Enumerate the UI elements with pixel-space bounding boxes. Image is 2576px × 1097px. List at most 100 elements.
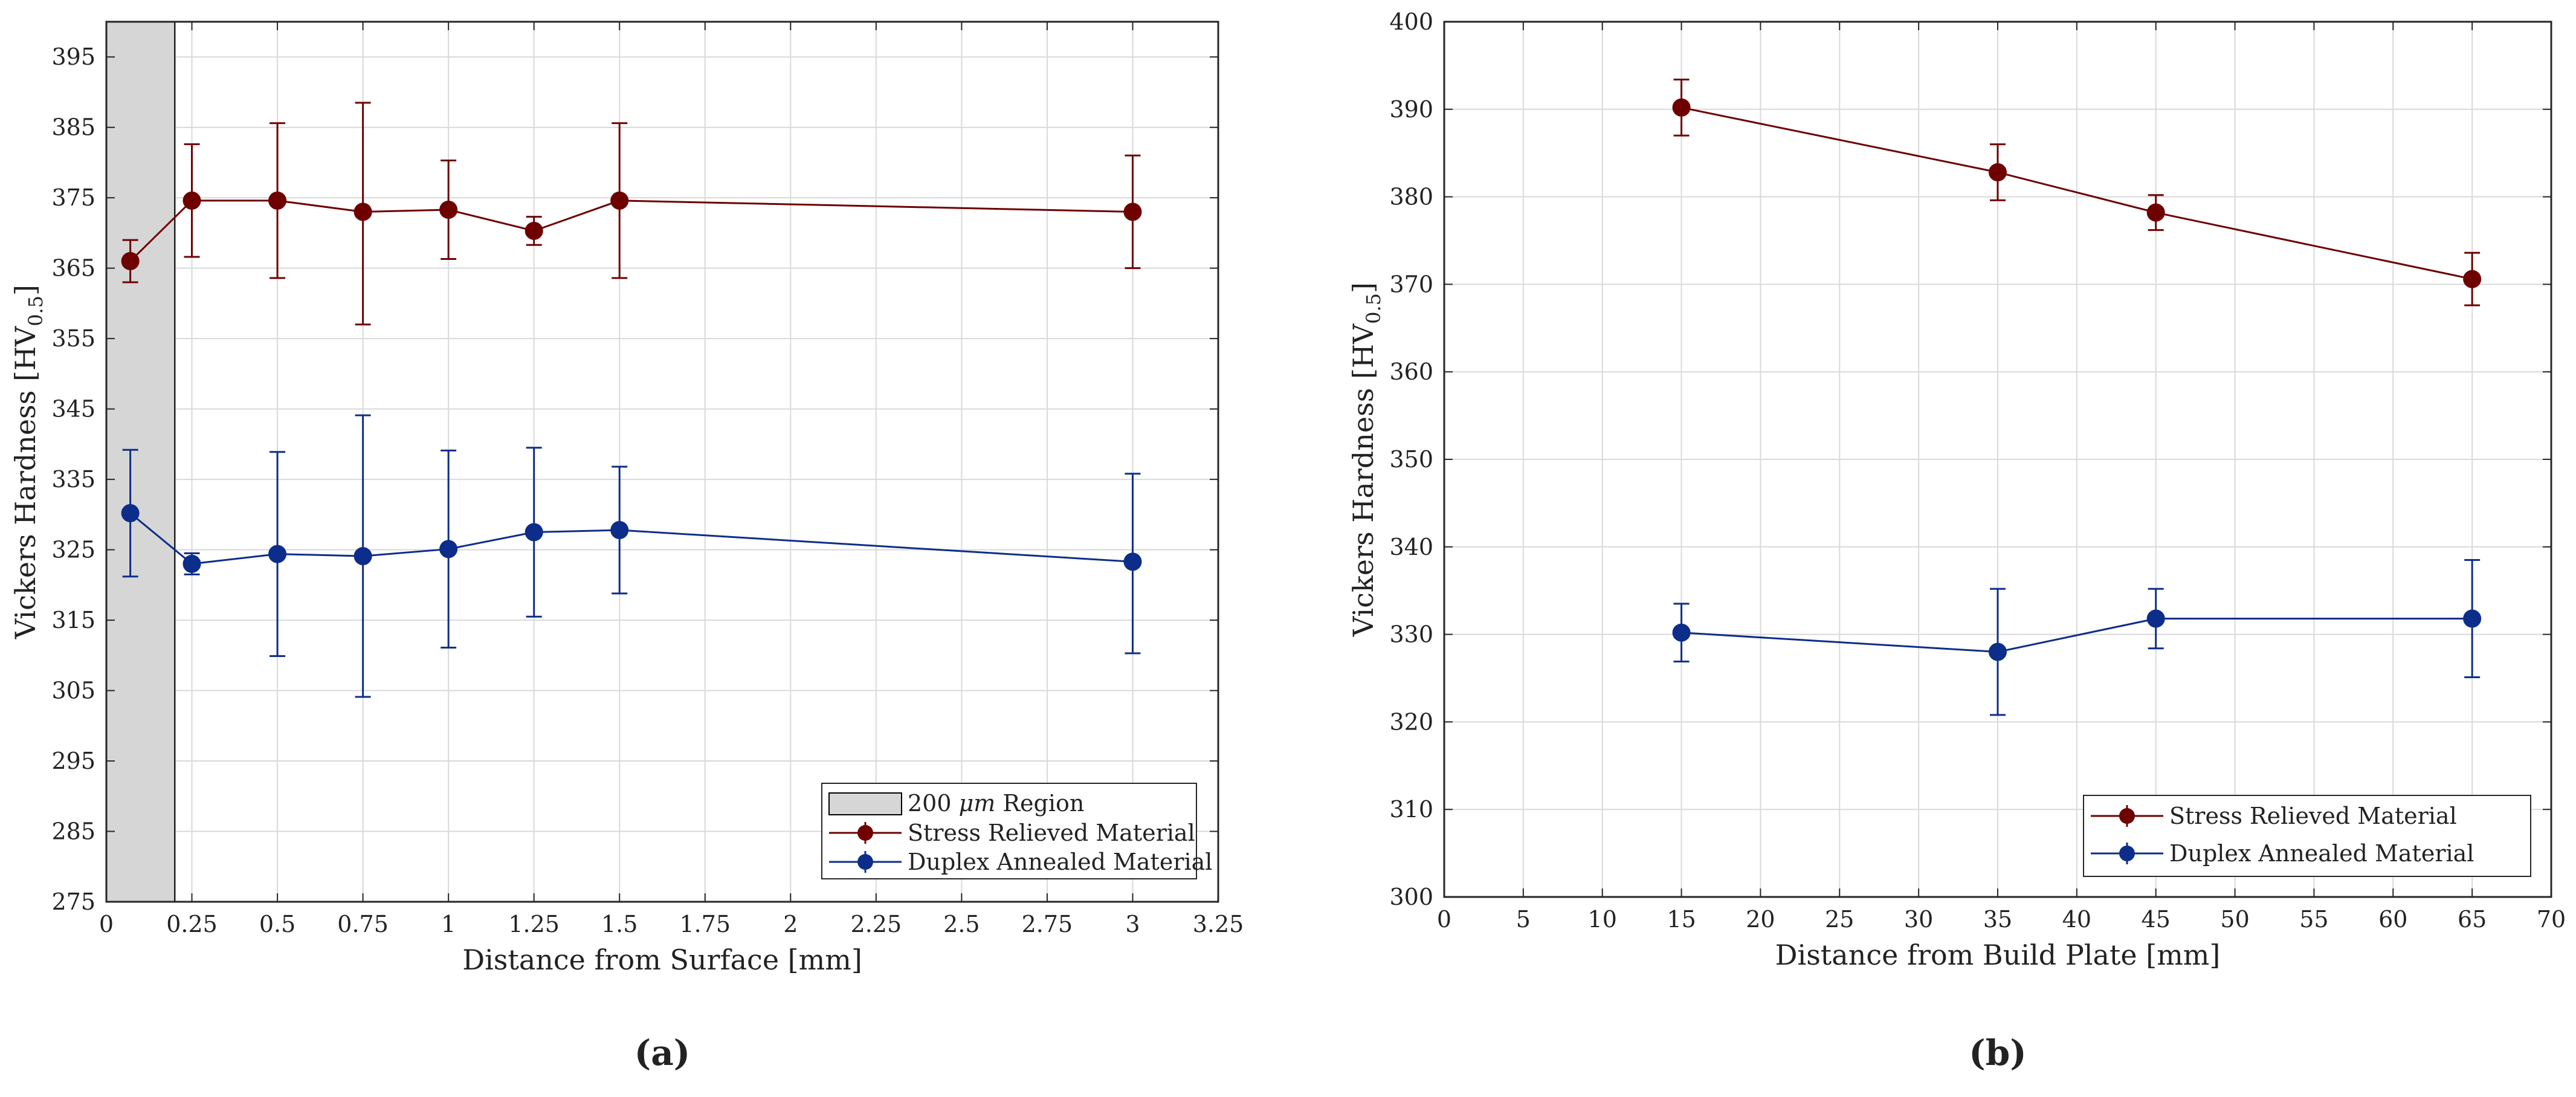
x-tick-label: 55 xyxy=(2299,906,2328,933)
x-tick-label: 65 xyxy=(2458,906,2487,933)
x-tick-label: 0 xyxy=(1437,906,1451,933)
x-tick-label: 1.75 xyxy=(679,911,731,937)
data-point xyxy=(525,523,543,542)
data-point xyxy=(2146,203,2165,222)
x-tick-label: 0 xyxy=(99,911,114,937)
x-tick-label: 3.25 xyxy=(1193,911,1244,937)
data-point xyxy=(182,554,201,573)
x-tick-label: 40 xyxy=(2062,906,2091,933)
legend-marker-stress xyxy=(857,825,873,841)
series-duplex xyxy=(121,414,1142,698)
x-tick-label: 45 xyxy=(2142,906,2171,933)
y-tick-label: 360 xyxy=(1389,358,1433,385)
x-tick-label: 5 xyxy=(1516,906,1531,933)
legend-marker-stress xyxy=(2119,808,2135,824)
series-stress xyxy=(1672,79,2482,306)
x-tick-label: 70 xyxy=(2537,906,2566,933)
y-tick-label: 300 xyxy=(1389,884,1433,910)
grid xyxy=(1444,21,2552,898)
x-tick-label: 10 xyxy=(1588,906,1617,933)
series-line xyxy=(1681,618,2473,653)
y-tick-label: 345 xyxy=(51,396,95,422)
panel-b: 0 5 10 15 20 25 30 35 40 45 50 55 60 65 70 300 310 320 330… xyxy=(1347,8,2566,1073)
y-tick-label: 350 xyxy=(1389,446,1433,473)
x-tick-label: 0.75 xyxy=(337,911,389,937)
data-point xyxy=(1989,642,2007,661)
x-tick-label: 1 xyxy=(441,911,456,937)
legend-marker-duplex xyxy=(857,854,873,870)
series-stress xyxy=(121,102,1142,326)
y-tick-label: 310 xyxy=(1389,796,1433,823)
y-tick-label: 340 xyxy=(1389,534,1433,560)
legend: 200 μm Region Stress Relieved Material Dup… xyxy=(821,783,1212,879)
data-point xyxy=(121,504,140,523)
series-line xyxy=(129,512,1133,565)
data-point xyxy=(2146,609,2165,628)
x-tick-label: 60 xyxy=(2378,906,2407,933)
x-tick-label: 0.5 xyxy=(259,911,295,937)
y-axis-label-sub: 0.5 xyxy=(24,296,47,326)
data-point xyxy=(268,191,287,210)
y-tick-label: 335 xyxy=(51,466,95,493)
legend-region-suffix: Region xyxy=(995,790,1084,817)
x-tick-label: 0.25 xyxy=(166,911,218,937)
legend-box xyxy=(2083,795,2531,877)
y-axis-label-main: Vickers Hardness [HV xyxy=(1347,323,1380,637)
y-tick-label: 320 xyxy=(1389,708,1433,735)
panel-a: 0 0.25 0.5 0.75 1 1.25 1.5 1.75 2 2.25 2.5 2.75 3 3.2… xyxy=(9,21,1244,1073)
y-tick-label: 365 xyxy=(51,255,95,282)
series-line xyxy=(1681,106,2473,280)
data-point xyxy=(121,252,140,271)
x-tick-label: 2.75 xyxy=(1022,911,1073,937)
legend-region-prefix: 200 xyxy=(908,790,959,817)
data-point xyxy=(268,545,287,563)
legend-swatch-region xyxy=(828,792,902,815)
panel-caption: (b) xyxy=(1969,1032,2026,1073)
series-duplex xyxy=(1672,559,2482,716)
legend-label-duplex: Duplex Annealed Material xyxy=(2169,840,2474,867)
legend: Stress Relieved Material Duplex Annealed … xyxy=(2083,795,2531,877)
legend-label-stress: Stress Relieved Material xyxy=(908,820,1195,846)
y-tick-label: 325 xyxy=(51,537,95,563)
x-tick-label: 2.5 xyxy=(943,911,980,937)
y-axis-label: Vickers Hardness [HV0.5] xyxy=(9,285,47,639)
y-tick-label: 375 xyxy=(51,184,95,211)
panel-caption: (a) xyxy=(634,1032,690,1073)
y-tick-label: 285 xyxy=(51,818,95,845)
x-tick-label: 50 xyxy=(2220,906,2249,933)
data-point xyxy=(353,547,372,566)
legend-label-stress: Stress Relieved Material xyxy=(2169,803,2457,829)
y-tick-label: 355 xyxy=(51,325,95,352)
y-tick-label: 305 xyxy=(51,678,95,704)
data-point xyxy=(2463,609,2482,628)
data-point xyxy=(610,520,629,539)
x-tick-label: 1.25 xyxy=(508,911,560,937)
data-point xyxy=(610,191,629,210)
series-line xyxy=(129,199,1133,262)
axes-frame xyxy=(105,21,1219,903)
x-tick-label: 1.5 xyxy=(601,911,638,937)
data-point xyxy=(353,202,372,221)
y-tick-label: 390 xyxy=(1389,96,1433,123)
x-axis-label: Distance from Surface [mm] xyxy=(462,943,862,976)
x-tick-label: 2.25 xyxy=(851,911,902,937)
legend-region-unit: μm xyxy=(959,790,996,817)
data-point xyxy=(439,540,458,558)
x-tick-label: 25 xyxy=(1825,906,1854,933)
data-point xyxy=(525,221,543,240)
x-tick-label: 20 xyxy=(1746,906,1775,933)
legend-marker-duplex xyxy=(2119,846,2135,861)
y-tick-label: 295 xyxy=(51,748,95,774)
y-axis-label-sub: 0.5 xyxy=(1362,293,1385,324)
data-point xyxy=(1123,202,1142,221)
x-tick-label: 15 xyxy=(1667,906,1696,933)
y-tick-label: 395 xyxy=(51,44,95,70)
data-point xyxy=(2463,270,2482,288)
y-tick-label: 370 xyxy=(1389,271,1433,297)
y-tick-label: 385 xyxy=(51,114,95,141)
x-tick-label: 30 xyxy=(1904,906,1933,933)
x-tick-label: 3 xyxy=(1125,911,1140,937)
y-tick-label: 380 xyxy=(1389,184,1433,210)
data-point xyxy=(182,191,201,210)
